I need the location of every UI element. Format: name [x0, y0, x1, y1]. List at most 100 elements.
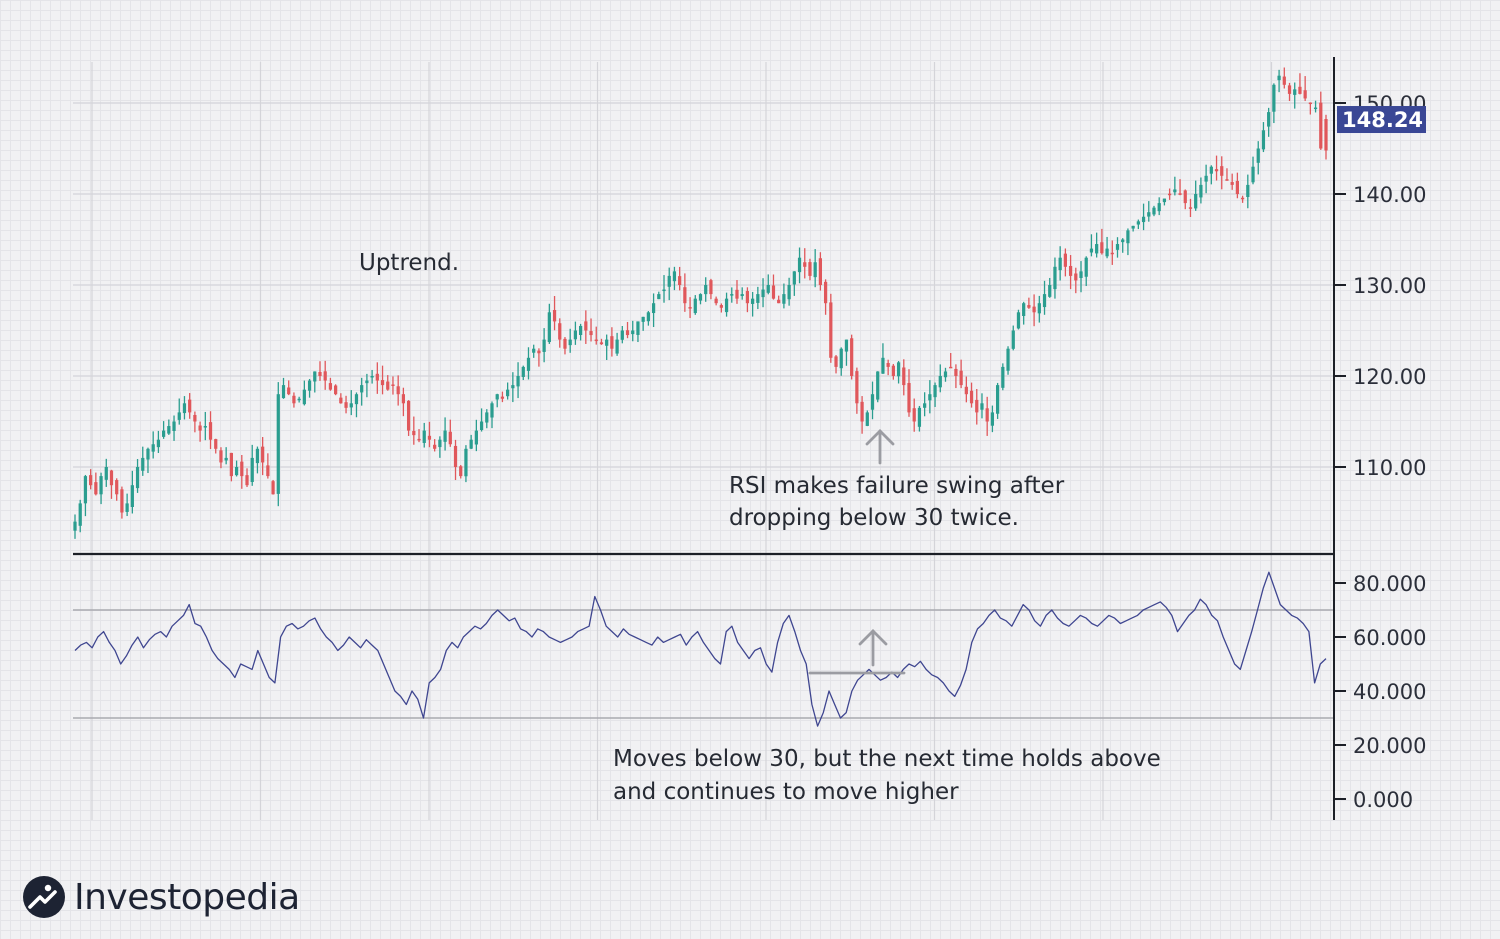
candle-body	[1022, 303, 1026, 316]
candle-body	[844, 339, 849, 352]
candle	[276, 382, 280, 507]
candle-body	[459, 466, 463, 477]
candle-body	[912, 408, 916, 422]
candle	[1204, 164, 1208, 194]
candle	[1168, 188, 1172, 200]
candle-body	[146, 448, 150, 460]
candle-body	[704, 285, 708, 295]
candle	[261, 437, 265, 476]
candle	[490, 401, 494, 429]
candle-body	[161, 430, 166, 437]
candle-body	[1084, 257, 1088, 277]
candle	[1032, 294, 1036, 327]
candle-body	[427, 435, 432, 440]
candle-body	[573, 330, 578, 340]
candle-body	[834, 356, 838, 367]
candle	[542, 328, 546, 363]
candle-body	[657, 294, 661, 300]
candle	[1089, 234, 1094, 257]
candle-body	[923, 403, 927, 408]
price-tick-label: 110.00	[1353, 456, 1426, 480]
candle-body	[667, 275, 671, 287]
candle	[1246, 174, 1250, 209]
candle	[360, 377, 364, 406]
candle-body	[151, 444, 155, 452]
candle	[532, 344, 536, 358]
candle-body	[568, 339, 572, 346]
candle-body	[188, 399, 192, 413]
candle-body	[558, 323, 562, 340]
arrow-up-icon	[865, 429, 895, 465]
candle-body	[1319, 102, 1323, 149]
candle	[688, 297, 692, 319]
rsi-line	[74, 571, 1327, 727]
candle-body	[646, 312, 650, 322]
candle	[855, 367, 859, 414]
candle	[1209, 165, 1213, 185]
candle-body	[360, 385, 364, 393]
rsi-tick-label: 20.000	[1353, 734, 1426, 758]
candle	[1079, 261, 1083, 293]
candle	[891, 363, 895, 380]
candle-body	[99, 476, 103, 495]
candle-body	[276, 394, 280, 494]
candle-body	[1277, 75, 1281, 81]
candle	[193, 411, 197, 433]
candle	[844, 339, 849, 366]
candle-body	[1220, 166, 1224, 176]
candle-body	[339, 397, 343, 404]
candle-body	[886, 363, 890, 367]
candle-body	[1147, 212, 1151, 217]
candle	[823, 279, 828, 315]
candle	[745, 287, 750, 313]
candle-body	[83, 476, 88, 504]
candle-body	[1053, 266, 1057, 290]
candle-body	[1272, 84, 1276, 112]
candle-body	[651, 303, 656, 314]
candle-body	[73, 521, 77, 531]
annotation-rsi-failure-line1: RSI makes failure swing after	[729, 473, 1065, 499]
candle-body	[479, 421, 484, 431]
candle-body	[761, 289, 765, 298]
candle-body	[219, 450, 223, 463]
candle	[433, 439, 437, 452]
candle-body	[172, 421, 176, 431]
candle	[589, 318, 593, 342]
candle-body	[412, 430, 416, 436]
candle	[552, 296, 557, 331]
candle	[1147, 201, 1151, 222]
annotation-moves-below-line2: and continues to move higher	[613, 779, 959, 805]
candle	[954, 364, 958, 389]
candle-body	[808, 262, 812, 276]
candle	[1313, 100, 1318, 113]
candle	[1074, 267, 1078, 294]
candle-body	[318, 371, 322, 376]
candle	[1298, 73, 1302, 95]
candle	[526, 347, 531, 380]
candle	[1131, 225, 1135, 232]
candle-body	[578, 325, 583, 336]
candle-body	[1251, 166, 1255, 183]
candle-body	[1042, 294, 1047, 308]
candle-body	[1230, 182, 1234, 185]
candle-body	[1068, 265, 1073, 276]
candle-body	[104, 467, 108, 480]
last-price-badge: 148.24	[1337, 106, 1426, 134]
candle-body	[1063, 253, 1067, 267]
candle-body	[1282, 76, 1286, 85]
candle	[1027, 297, 1031, 309]
candle-body	[1188, 207, 1193, 209]
candle-body	[803, 262, 807, 267]
investopedia-logo-icon	[23, 876, 65, 918]
candle	[1042, 280, 1047, 315]
candle-body	[1168, 193, 1172, 196]
candle-body	[594, 339, 598, 342]
candle	[334, 384, 338, 396]
candle	[1199, 177, 1203, 204]
candle-body	[109, 470, 114, 486]
candle-body	[823, 281, 828, 304]
candle	[1251, 156, 1255, 185]
candle-body	[1100, 242, 1104, 254]
candle	[219, 447, 223, 469]
candle	[870, 381, 875, 420]
